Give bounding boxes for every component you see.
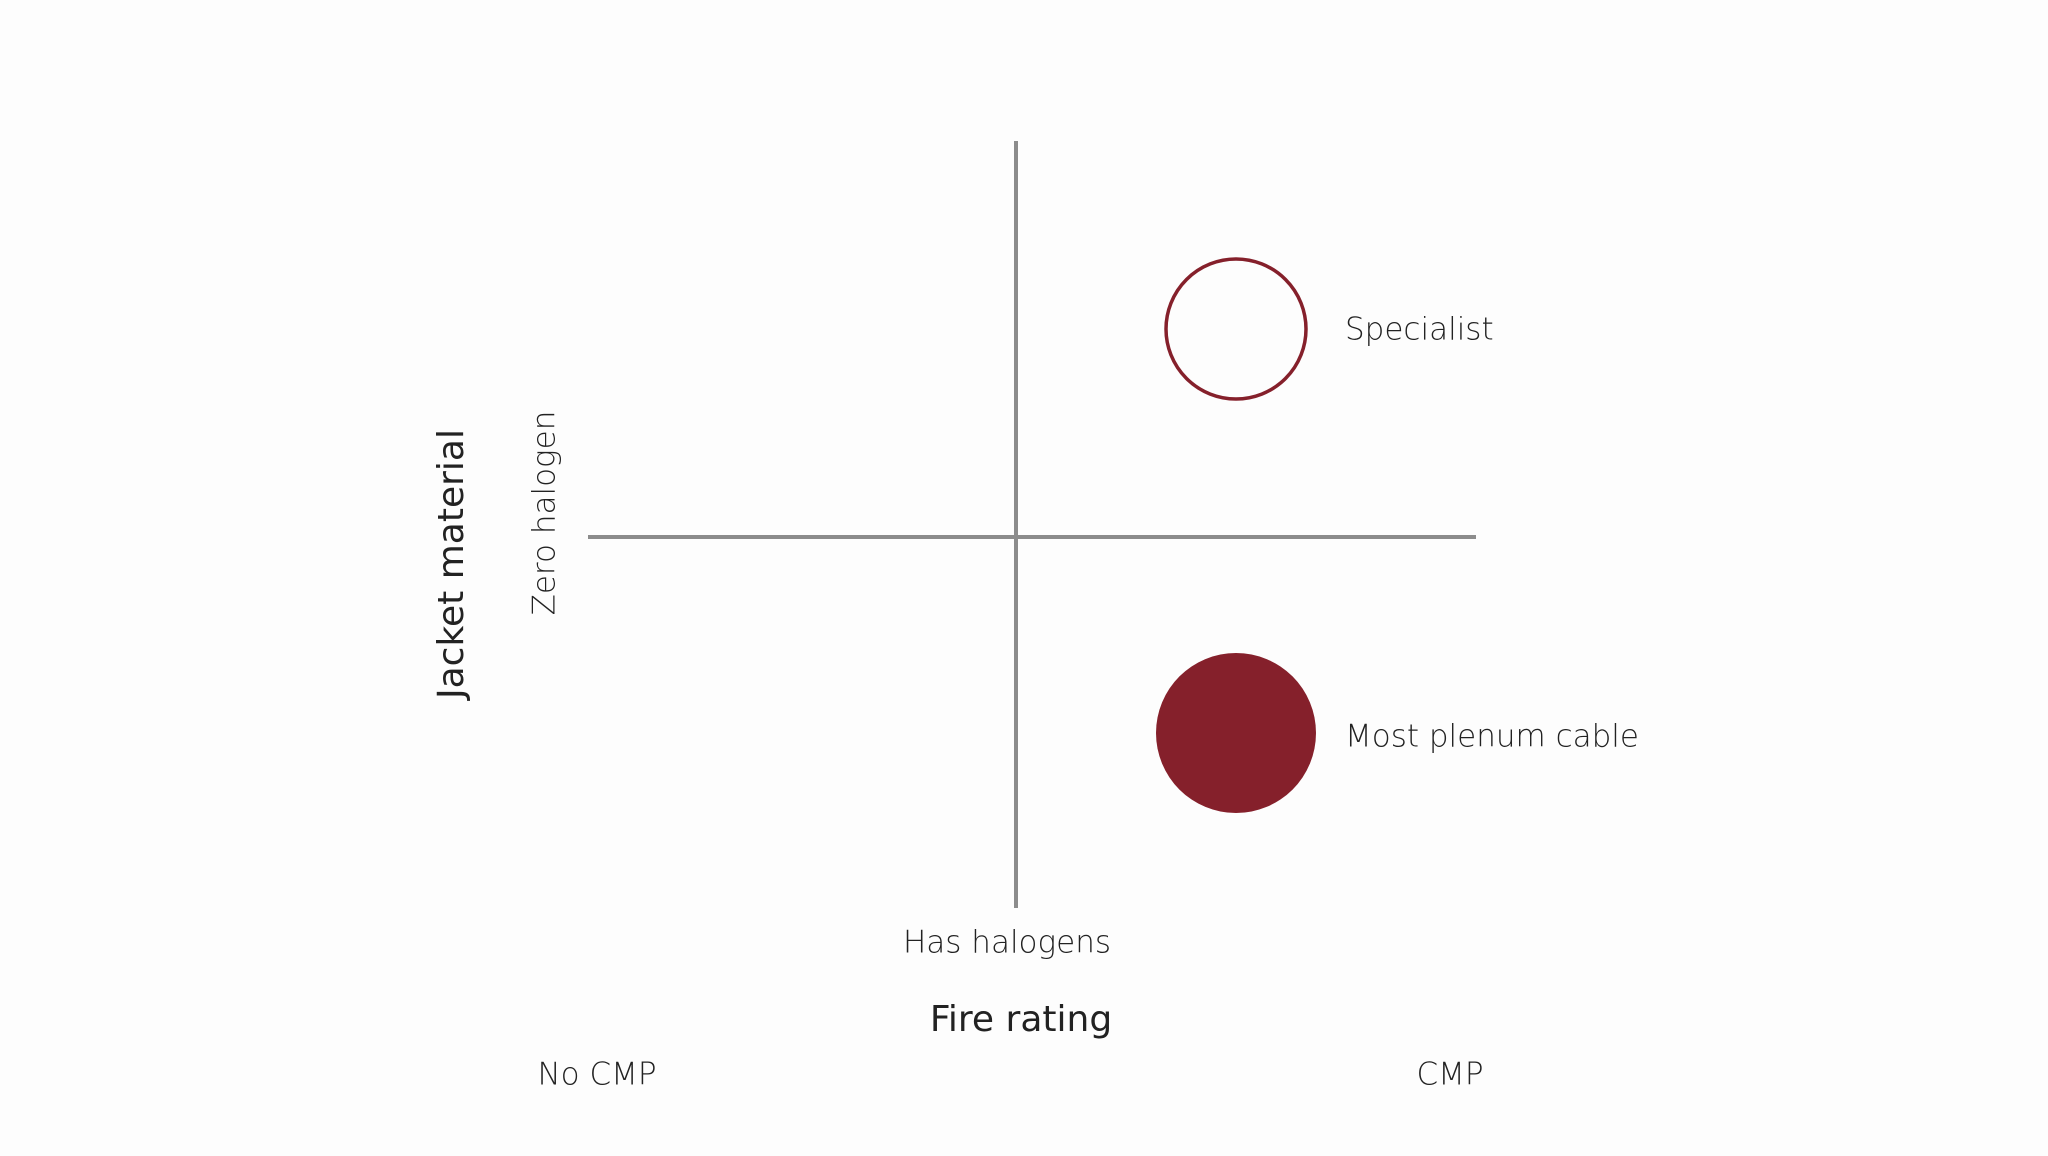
item-label: Most plenum cable [1345, 719, 1639, 755]
filled-circle [1156, 653, 1316, 813]
x-axis-title: Fire rating [930, 999, 1112, 1040]
y-high-label: Zero halogen [527, 411, 563, 616]
y-low-label: Has halogens [903, 925, 1111, 961]
y-axis-title: Jacket material [431, 429, 472, 701]
item-label: Specialist [1345, 312, 1494, 348]
x-low-label: No CMP [537, 1057, 656, 1093]
x-high-label: CMP [1416, 1057, 1483, 1093]
outline-circle [1164, 257, 1308, 401]
